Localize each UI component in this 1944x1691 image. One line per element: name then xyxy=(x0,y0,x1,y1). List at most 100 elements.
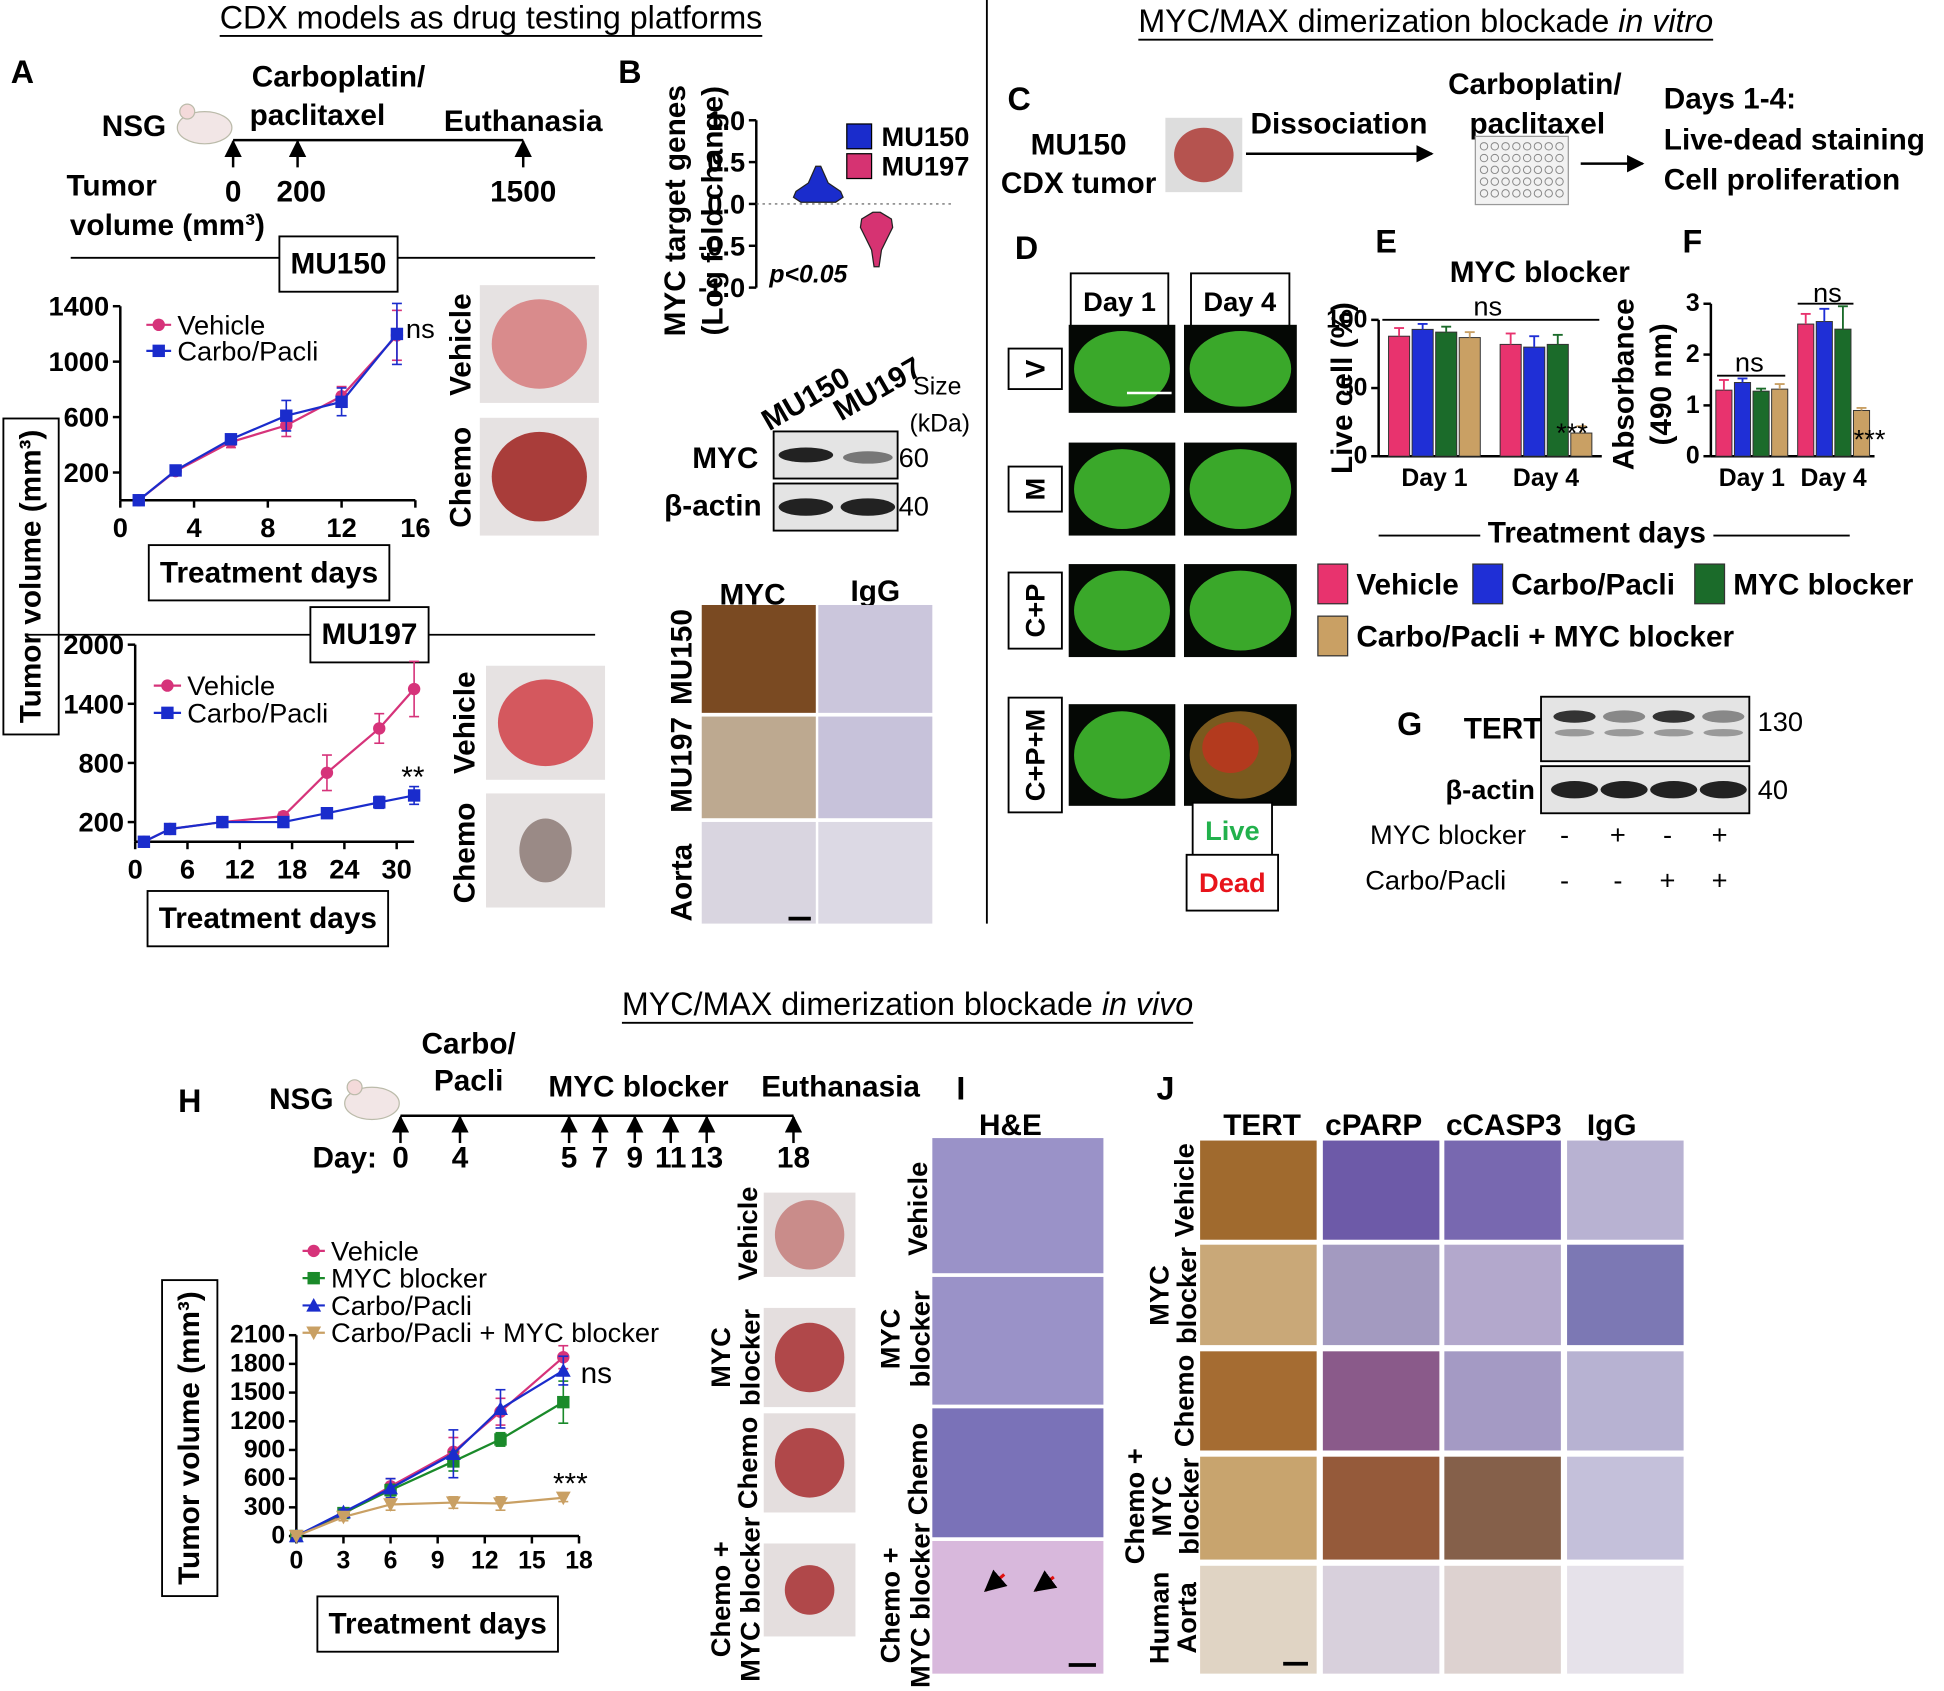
label: MYC xyxy=(705,1327,736,1388)
blot-band xyxy=(1652,710,1695,723)
blot-band xyxy=(1650,781,1698,799)
label: NSG xyxy=(102,110,166,143)
marker xyxy=(383,1480,399,1495)
annotation: p<0.05 xyxy=(768,262,848,289)
violin xyxy=(859,211,894,268)
y-axis-label: Absorbance xyxy=(1608,298,1641,470)
x-tick-label: 12 xyxy=(225,854,255,885)
mouse-ear xyxy=(179,103,196,120)
label: β-actin xyxy=(1446,774,1535,805)
legend-swatch xyxy=(1317,615,1349,657)
label: CDX tumor xyxy=(1001,167,1157,200)
label: 1500 xyxy=(490,176,556,209)
marker xyxy=(161,679,174,692)
x-tick-label: Day 4 xyxy=(1513,465,1579,492)
well xyxy=(1479,165,1489,175)
section-title: MYC/MAX dimerization blockade in vivo xyxy=(622,986,1193,1022)
ihc-image xyxy=(1200,1351,1317,1451)
y-tick-label: 1500 xyxy=(230,1379,285,1406)
error-bar xyxy=(1718,379,1729,391)
label: TERT xyxy=(1223,1109,1301,1142)
ihc-image xyxy=(818,716,933,819)
ihc-image xyxy=(1567,1456,1684,1560)
tumor-photo xyxy=(491,431,587,522)
chart-title: MYC blocker xyxy=(1450,256,1631,289)
dead-cells xyxy=(1202,722,1259,773)
error-bar xyxy=(1800,312,1811,325)
blot-band xyxy=(1550,781,1599,799)
annotation: ns xyxy=(1473,291,1502,322)
label: volume (mm³) xyxy=(70,209,265,242)
violin xyxy=(792,165,844,203)
error-bar xyxy=(1756,387,1767,392)
chart-title: MU197 xyxy=(322,618,418,651)
label: Live-dead staining xyxy=(1664,124,1925,157)
legend-swatch xyxy=(1694,563,1726,605)
blot-band xyxy=(1653,728,1694,737)
x-tick-label: 6 xyxy=(384,1547,398,1574)
panel-letter: D xyxy=(1015,230,1038,266)
panel-letter: F xyxy=(1682,224,1702,260)
marker xyxy=(161,706,174,720)
well xyxy=(1522,142,1532,151)
label-box xyxy=(278,235,399,293)
y-tick-label: 1400 xyxy=(63,688,124,719)
marker xyxy=(493,1497,508,1511)
well xyxy=(1533,153,1543,163)
label: - xyxy=(1560,819,1569,850)
label: Chemo xyxy=(448,803,481,904)
label: 9 xyxy=(627,1141,644,1174)
panel-letter: H xyxy=(178,1083,201,1119)
marker xyxy=(152,318,165,332)
label: V xyxy=(1020,360,1051,378)
marker xyxy=(132,494,145,507)
error-bar xyxy=(1505,332,1516,345)
label: paclitaxel xyxy=(250,99,386,132)
legend-swatch xyxy=(1317,563,1349,605)
arrow xyxy=(983,1569,1008,1593)
spheroid xyxy=(1074,570,1170,651)
marker xyxy=(280,409,293,422)
label: 11 xyxy=(655,1141,686,1174)
well xyxy=(1544,165,1553,175)
error-bar xyxy=(1552,333,1563,345)
marker xyxy=(555,1363,571,1377)
blot-band xyxy=(1554,728,1595,737)
ihc-image xyxy=(1200,1565,1317,1674)
label: Day 4 xyxy=(1203,286,1277,317)
blot-band xyxy=(1553,710,1596,723)
blot-band xyxy=(843,451,893,464)
bar xyxy=(1752,390,1770,457)
ihc-image xyxy=(1444,1351,1561,1451)
label-box xyxy=(146,890,390,948)
y-tick-label: 1800 xyxy=(230,1350,285,1377)
x-tick-label: 15 xyxy=(518,1547,546,1574)
error-bar xyxy=(1529,335,1540,348)
label: Chemo + xyxy=(875,1548,906,1664)
bar xyxy=(1411,328,1434,457)
label: β-actin xyxy=(664,489,762,522)
ihc-image xyxy=(1567,1351,1684,1451)
marker xyxy=(383,1498,399,1512)
label: 40 xyxy=(1758,774,1788,805)
x-tick-label: 12 xyxy=(471,1547,499,1574)
annotation: ns xyxy=(581,1357,612,1390)
label: MYC blocker xyxy=(548,1071,729,1104)
y-axis-label: (Log fold change) xyxy=(696,86,729,336)
marker xyxy=(373,796,386,809)
label: + xyxy=(1610,819,1626,850)
arrow xyxy=(1033,1570,1058,1592)
label: H&E xyxy=(979,1109,1042,1142)
well xyxy=(1490,189,1500,198)
spheroid xyxy=(1189,330,1292,407)
label-box xyxy=(1007,571,1063,650)
y-tick-label: 2000 xyxy=(63,629,124,660)
label: 0 xyxy=(392,1141,409,1174)
label: MYC blocker xyxy=(904,1522,935,1688)
label: Euthanasia xyxy=(444,105,603,138)
x-tick-label: 18 xyxy=(565,1547,593,1574)
y-tick-label: 200 xyxy=(64,457,110,488)
well xyxy=(1555,177,1564,186)
label: 60 xyxy=(899,442,929,473)
label: 18 xyxy=(777,1141,810,1174)
